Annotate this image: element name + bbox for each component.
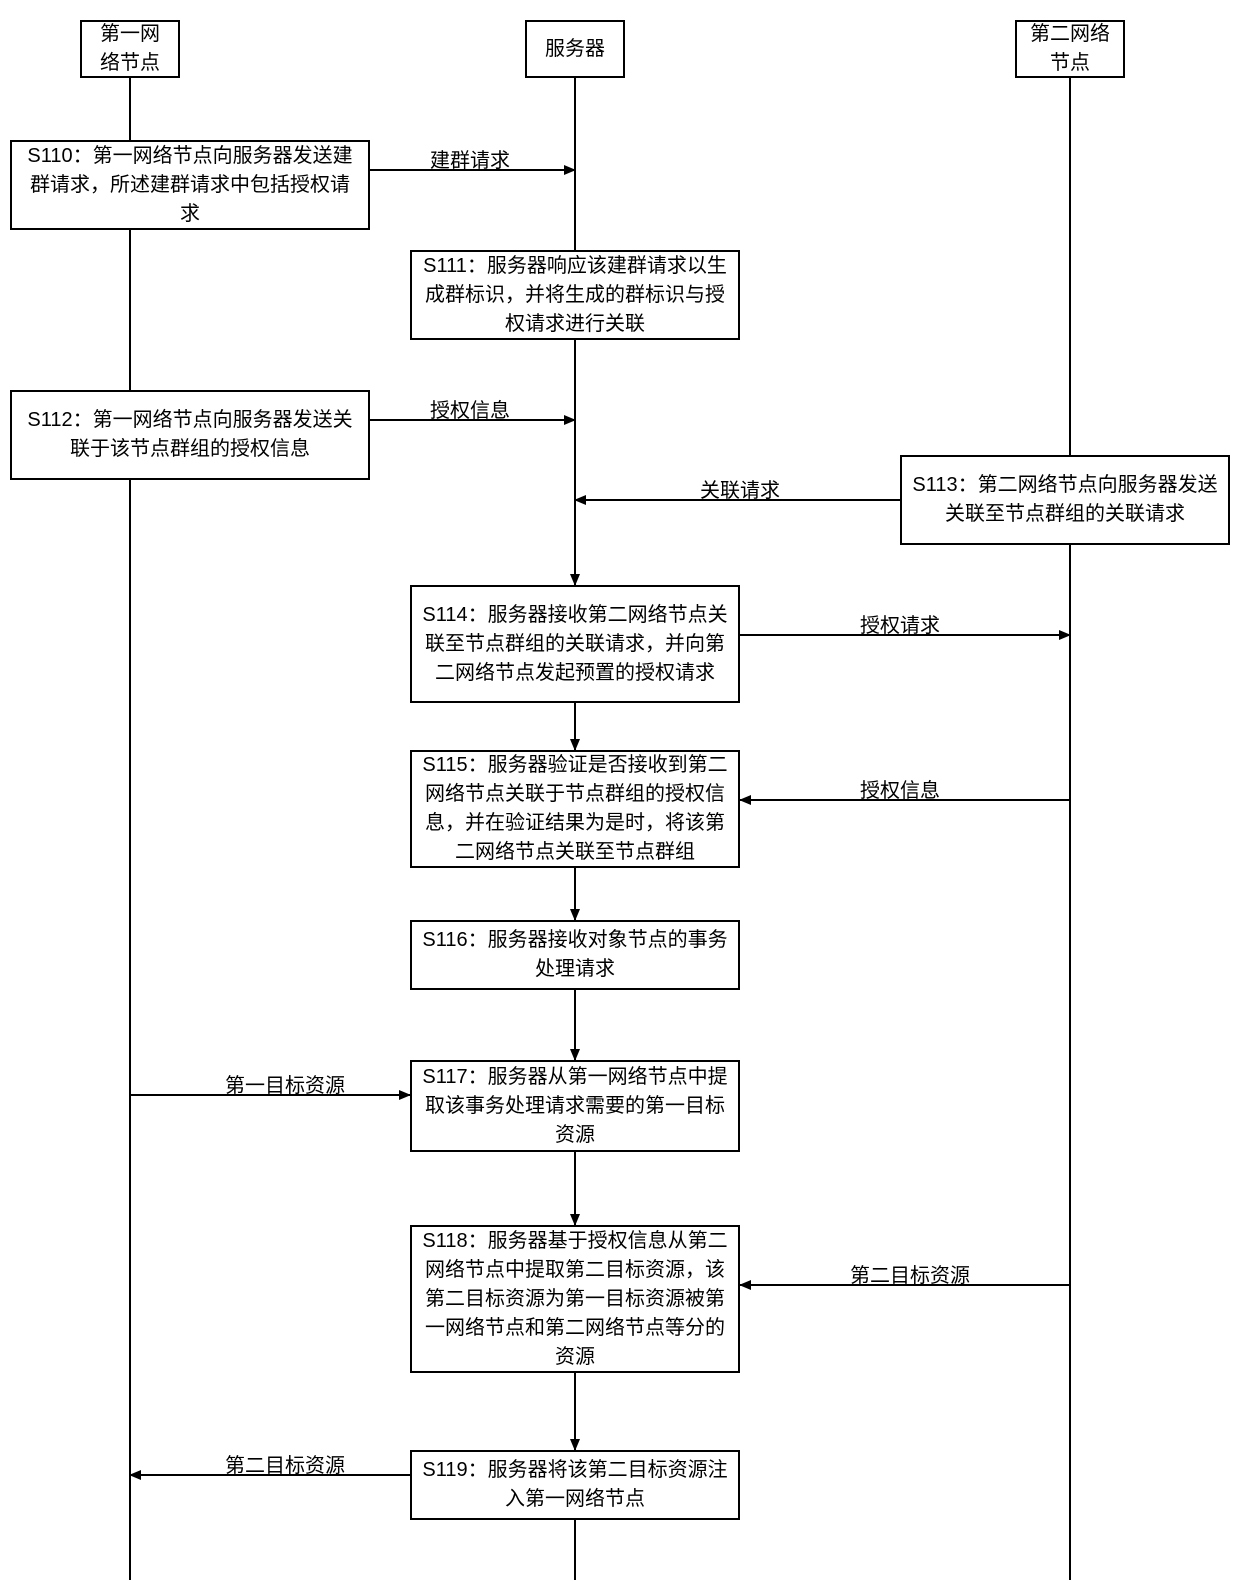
step-s119-text: S119：服务器将该第二目标资源注入第一网络节点 bbox=[422, 1456, 728, 1514]
message-label: 第一目标资源 bbox=[225, 1069, 345, 1098]
message-label: 授权信息 bbox=[430, 394, 510, 423]
step-s112-text: S112：第一网络节点向服务器发送关联于该节点群组的授权信息 bbox=[22, 406, 358, 464]
step-s113: S113：第二网络节点向服务器发送关联至节点群组的关联请求 bbox=[900, 455, 1230, 545]
step-s117-text: S117：服务器从第一网络节点中提取该事务处理请求需要的第一目标资源 bbox=[422, 1063, 728, 1150]
lane-header-left-label: 第一网络节点 bbox=[92, 20, 168, 78]
step-s117: S117：服务器从第一网络节点中提取该事务处理请求需要的第一目标资源 bbox=[410, 1060, 740, 1152]
step-s115-text: S115：服务器验证是否接收到第二网络节点关联于节点群组的授权信息，并在验证结果… bbox=[422, 751, 728, 867]
lane-header-right-label: 第二网络节点 bbox=[1027, 20, 1113, 78]
message-label: 建群请求 bbox=[430, 144, 510, 173]
lane-header-center-label: 服务器 bbox=[545, 35, 605, 64]
step-s116-text: S116：服务器接收对象节点的事务处理请求 bbox=[422, 926, 728, 984]
step-s111: S111：服务器响应该建群请求以生成群标识，并将生成的群标识与授权请求进行关联 bbox=[410, 250, 740, 340]
message-label: 授权信息 bbox=[860, 774, 940, 803]
step-s110: S110：第一网络节点向服务器发送建群请求，所述建群请求中包括授权请求 bbox=[10, 140, 370, 230]
message-label: 第二目标资源 bbox=[850, 1259, 970, 1288]
step-s111-text: S111：服务器响应该建群请求以生成群标识，并将生成的群标识与授权请求进行关联 bbox=[422, 252, 728, 339]
step-s113-text: S113：第二网络节点向服务器发送关联至节点群组的关联请求 bbox=[912, 471, 1218, 529]
step-s115: S115：服务器验证是否接收到第二网络节点关联于节点群组的授权信息，并在验证结果… bbox=[410, 750, 740, 868]
message-label: 第二目标资源 bbox=[225, 1449, 345, 1478]
step-s110-text: S110：第一网络节点向服务器发送建群请求，所述建群请求中包括授权请求 bbox=[22, 142, 358, 229]
step-s112: S112：第一网络节点向服务器发送关联于该节点群组的授权信息 bbox=[10, 390, 370, 480]
lane-header-right: 第二网络节点 bbox=[1015, 20, 1125, 78]
step-s119: S119：服务器将该第二目标资源注入第一网络节点 bbox=[410, 1450, 740, 1520]
step-s114-text: S114：服务器接收第二网络节点关联至节点群组的关联请求，并向第二网络节点发起预… bbox=[422, 601, 728, 688]
lane-header-center: 服务器 bbox=[525, 20, 625, 78]
step-s116: S116：服务器接收对象节点的事务处理请求 bbox=[410, 920, 740, 990]
step-s114: S114：服务器接收第二网络节点关联至节点群组的关联请求，并向第二网络节点发起预… bbox=[410, 585, 740, 703]
step-s118-text: S118：服务器基于授权信息从第二网络节点中提取第二目标资源，该第二目标资源为第… bbox=[422, 1227, 728, 1372]
lane-header-left: 第一网络节点 bbox=[80, 20, 180, 78]
step-s118: S118：服务器基于授权信息从第二网络节点中提取第二目标资源，该第二目标资源为第… bbox=[410, 1225, 740, 1373]
message-label: 授权请求 bbox=[860, 609, 940, 638]
message-label: 关联请求 bbox=[700, 474, 780, 503]
